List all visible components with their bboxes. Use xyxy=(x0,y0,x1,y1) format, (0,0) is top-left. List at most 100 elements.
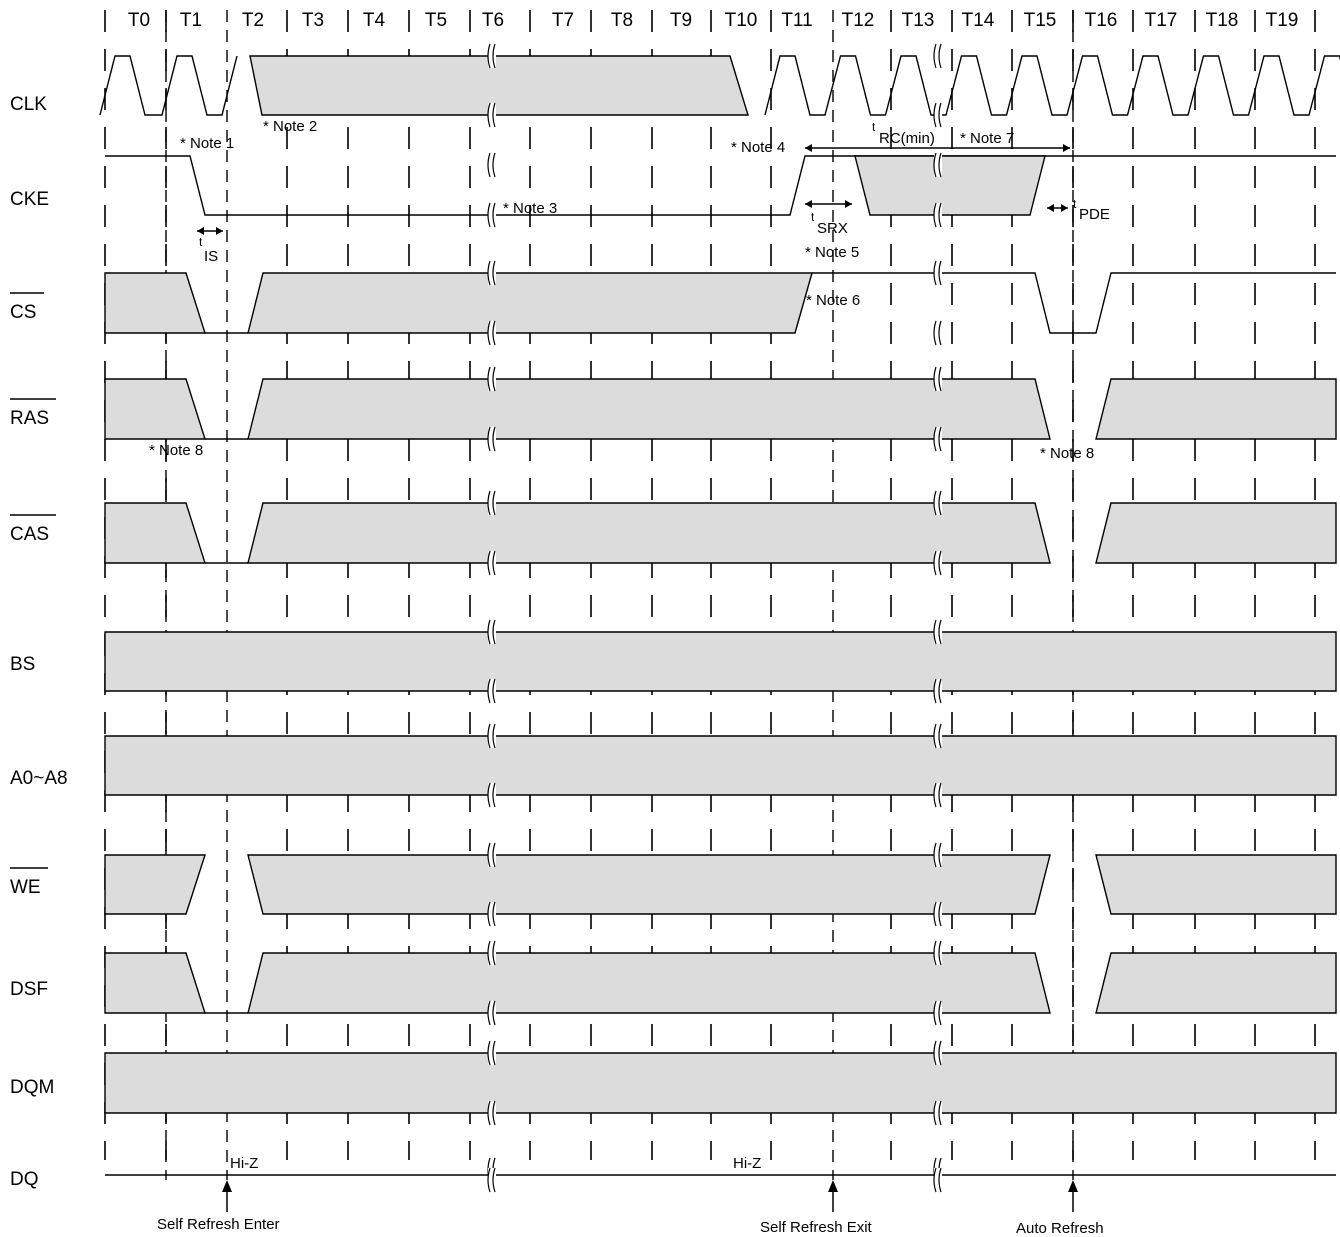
break-mark xyxy=(938,901,942,927)
break-gap xyxy=(488,44,496,68)
break-mark xyxy=(938,940,942,966)
break-mark xyxy=(492,782,496,808)
break-mark xyxy=(938,723,942,749)
clock-label-t18: T18 xyxy=(1206,10,1239,31)
break-mark xyxy=(492,1100,496,1126)
break-mark xyxy=(933,723,937,749)
note-6: * Note 6 xyxy=(806,292,860,309)
trc-arrow-head-left xyxy=(805,144,812,152)
clock-label-t7: T7 xyxy=(552,10,574,31)
signal-label-ras: RAS xyxy=(10,408,49,429)
break-gap xyxy=(488,1041,496,1065)
tis-arrow-head-left xyxy=(197,227,204,235)
break-mark xyxy=(492,152,496,178)
break-mark xyxy=(933,366,937,392)
trc-t: t xyxy=(872,120,876,134)
break-mark xyxy=(938,366,942,392)
clock-label-t13: T13 xyxy=(902,10,935,31)
clock-gridlines xyxy=(104,10,1316,1180)
break-mark xyxy=(938,1167,942,1193)
event-auto-refresh: Auto Refresh xyxy=(1016,1220,1104,1237)
break-gap xyxy=(488,783,496,807)
break-mark xyxy=(487,43,491,69)
cas-seg-2 xyxy=(1095,502,1337,564)
break-mark xyxy=(492,320,496,346)
tsrx-arrow-head-right xyxy=(845,200,852,208)
tpde-arrow-head-left xyxy=(1047,204,1054,212)
clock-label-t4: T4 xyxy=(363,10,386,31)
signal-label-dq: DQ xyxy=(10,1169,39,1190)
cs-seg-0 xyxy=(104,272,206,334)
tis-sub: IS xyxy=(204,248,218,265)
break-mark xyxy=(933,782,937,808)
break-mark xyxy=(487,152,491,178)
break-mark xyxy=(492,550,496,576)
break-gap xyxy=(488,1001,496,1025)
break-mark xyxy=(933,490,937,516)
break-gap xyxy=(488,902,496,926)
tpde-sub: PDE xyxy=(1079,206,1110,223)
break-mark xyxy=(492,619,496,645)
event-arrowhead-auto xyxy=(1068,1180,1078,1192)
break-mark xyxy=(933,1040,937,1066)
tis-t: t xyxy=(199,235,203,249)
note-4: * Note 4 xyxy=(731,139,785,156)
break-mark xyxy=(933,678,937,704)
time-break-marks xyxy=(487,43,942,1193)
break-gap xyxy=(488,1101,496,1125)
note-7: * Note 7 xyxy=(960,130,1014,147)
break-mark xyxy=(492,842,496,868)
break-gap xyxy=(934,491,942,515)
trc-arrow-head-right xyxy=(1063,144,1070,152)
break-mark xyxy=(933,202,937,228)
note-1: * Note 1 xyxy=(180,135,234,152)
break-mark xyxy=(492,678,496,704)
signal-label-we: WE xyxy=(10,877,41,898)
break-mark xyxy=(933,550,937,576)
dqm-seg-0 xyxy=(104,1052,1337,1114)
break-mark xyxy=(933,1167,937,1193)
break-mark xyxy=(492,426,496,452)
tpde-t: t xyxy=(1073,197,1077,211)
break-gap xyxy=(488,153,496,177)
cs-seg-1 xyxy=(247,272,813,334)
event-self-refresh-enter: Self Refresh Enter xyxy=(157,1216,280,1233)
break-gap xyxy=(934,203,942,227)
dq-hiz-2: Hi-Z xyxy=(733,1155,761,1172)
trc-sub: RC(min) xyxy=(879,130,935,147)
clock-label-t16: T16 xyxy=(1085,10,1118,31)
tsrx-arrow-head-left xyxy=(805,200,812,208)
break-mark xyxy=(487,619,491,645)
break-gap xyxy=(934,679,942,703)
break-mark xyxy=(492,1040,496,1066)
break-gap xyxy=(934,1041,942,1065)
break-mark xyxy=(487,320,491,346)
break-mark xyxy=(487,366,491,392)
break-mark xyxy=(487,842,491,868)
break-mark xyxy=(933,152,937,178)
signal-label-dqm: DQM xyxy=(10,1077,54,1098)
break-mark xyxy=(933,619,937,645)
break-mark xyxy=(938,260,942,286)
break-mark xyxy=(933,1100,937,1126)
break-mark xyxy=(933,842,937,868)
break-mark xyxy=(492,723,496,749)
break-mark xyxy=(492,940,496,966)
break-mark xyxy=(487,426,491,452)
signal-label-bs: BS xyxy=(10,654,35,675)
break-mark xyxy=(938,102,942,128)
break-mark xyxy=(492,260,496,286)
break-gap xyxy=(488,679,496,703)
break-mark xyxy=(487,782,491,808)
break-gap xyxy=(934,103,942,127)
break-mark xyxy=(492,366,496,392)
clock-label-t10: T10 xyxy=(725,10,758,31)
clock-label-t1: T1 xyxy=(180,10,202,31)
break-mark xyxy=(487,1167,491,1193)
notes: * Note 1 * Note 2 * Note 3 * Note 4 * No… xyxy=(149,118,1094,462)
signal-label-cas: CAS xyxy=(10,524,49,545)
ras-seg-0 xyxy=(104,378,206,440)
break-gap xyxy=(934,941,942,965)
break-gap xyxy=(488,843,496,867)
break-mark xyxy=(933,1000,937,1026)
